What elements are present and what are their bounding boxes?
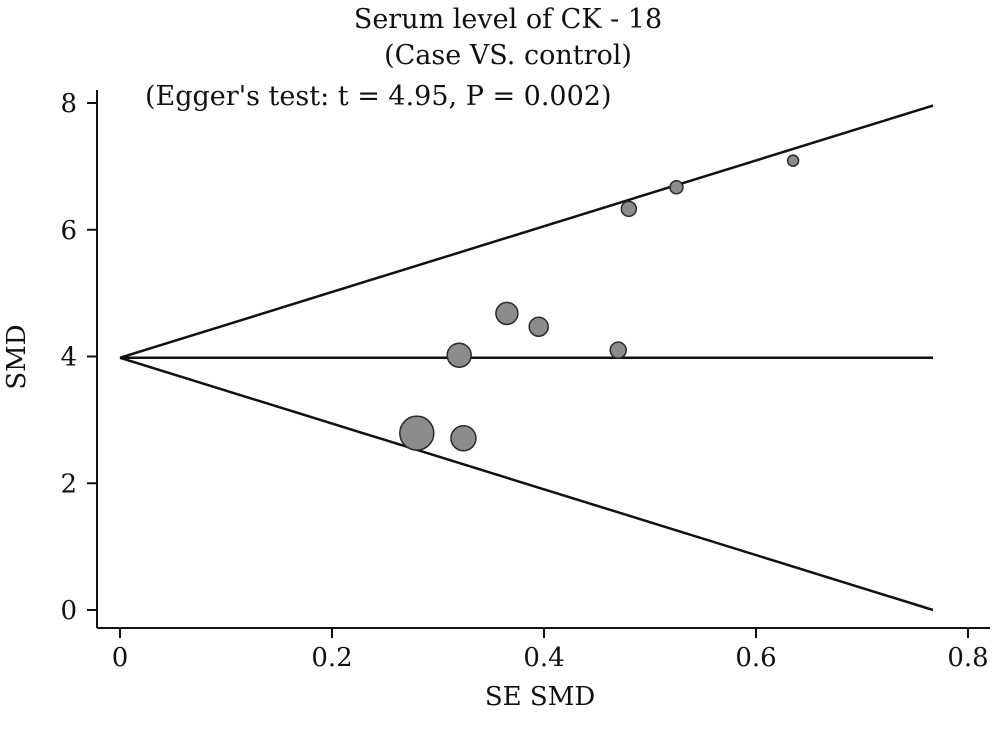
study-point (609, 341, 627, 359)
y-tick-label: 0 (60, 596, 77, 626)
study-point (620, 200, 638, 218)
x-tick-label: 0.8 (947, 643, 988, 673)
study-point (786, 154, 800, 167)
plot-area (119, 104, 934, 612)
chart-subtitle: (Case VS. control) (384, 40, 632, 71)
x-tick-label: 0.4 (523, 643, 564, 673)
x-axis-ticks: 0 0.2 0.4 0.6 0.8 (112, 628, 989, 673)
y-axis-ticks: 0 2 4 6 8 (60, 89, 97, 626)
study-point (669, 180, 684, 195)
y-tick-label: 4 (60, 343, 77, 373)
study-point (528, 316, 549, 337)
x-axis-label: SE SMD (485, 682, 595, 712)
chart-title: Serum level of CK - 18 (354, 4, 662, 35)
egger-test-annotation: (Egger's test: t = 4.95, P = 0.002) (145, 81, 611, 112)
funnel-lower-limit-line (119, 356, 934, 612)
y-tick-label: 8 (60, 89, 77, 119)
data-points (399, 154, 800, 452)
x-tick-label: 0.2 (311, 643, 352, 673)
study-point (495, 301, 519, 326)
study-point (450, 425, 477, 452)
funnel-upper-limit-line (119, 104, 934, 359)
x-tick-label: 0.6 (735, 643, 776, 673)
y-axis-label: SMD (2, 324, 32, 389)
study-point (446, 342, 472, 368)
study-point (399, 415, 435, 451)
y-tick-label: 6 (60, 216, 77, 246)
x-tick-label: 0 (112, 643, 129, 673)
y-tick-label: 2 (60, 469, 77, 499)
